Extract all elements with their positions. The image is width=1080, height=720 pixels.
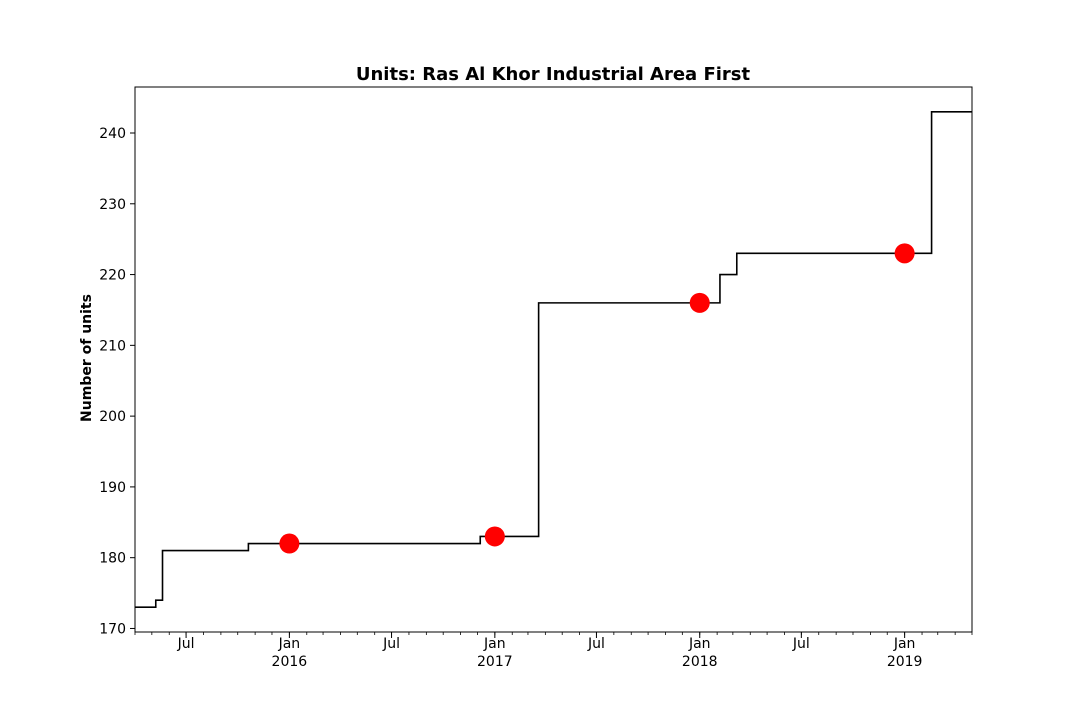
data-point-marker: [894, 243, 915, 264]
chart-title: Units: Ras Al Khor Industrial Area First: [356, 64, 751, 85]
x-tick-label: Jul: [177, 636, 195, 652]
y-tick-label: 180: [99, 551, 126, 567]
y-tick-label: 210: [99, 338, 126, 354]
x-tick-label: Jul: [587, 636, 605, 652]
data-point-marker: [279, 533, 300, 554]
x-tick-label: Jul: [382, 636, 400, 652]
x-tick-label: Jan: [483, 636, 506, 652]
x-tick-year-label: 2016: [272, 654, 308, 670]
x-tick-label: Jan: [893, 636, 916, 652]
x-tick-label: Jul: [792, 636, 810, 652]
x-tick-label: Jan: [278, 636, 301, 652]
marker-series: [279, 243, 915, 554]
x-minor-ticks: [134, 632, 973, 635]
plot-area-frame: [134, 86, 973, 633]
x-tick-year-label: 2017: [477, 654, 513, 670]
y-tick-label: 220: [99, 268, 126, 284]
step-line-series: [135, 110, 972, 609]
x-tick-label: Jan: [688, 636, 711, 652]
data-point-marker: [484, 526, 505, 547]
x-tick-year-label: 2018: [682, 654, 718, 670]
y-tick-label: 230: [99, 197, 126, 213]
x-tick-year-label: 2019: [887, 654, 923, 670]
data-point-marker: [689, 292, 710, 313]
y-axis: 170 180 190 200 210 220 230 240: [99, 126, 135, 637]
y-tick-label: 240: [99, 126, 126, 142]
y-tick-label: 170: [99, 621, 126, 637]
y-tick-label: 200: [99, 409, 126, 425]
y-tick-label: 190: [99, 480, 126, 496]
y-axis-label: Number of units: [79, 294, 95, 422]
x-axis: Jul Jan 2016 Jul Jan 2017 Jul Jan 2018 Jul Jan 2019: [177, 632, 923, 670]
